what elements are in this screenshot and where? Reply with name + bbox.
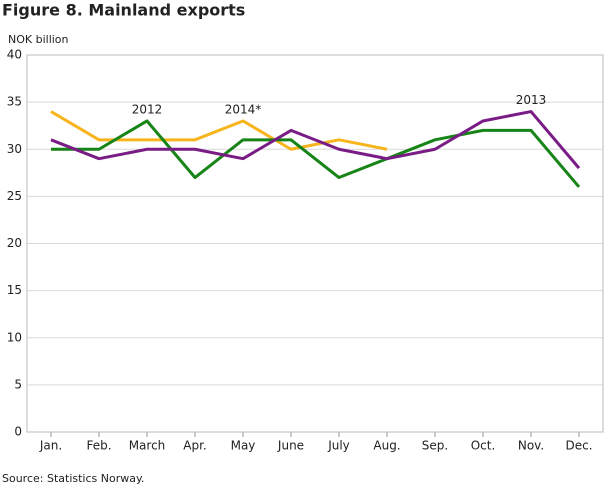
x-tick-label: March <box>129 439 166 453</box>
source: Source: Statistics Norway. <box>2 472 144 485</box>
series-label: 2014* <box>225 102 262 116</box>
chart-title: Figure 8. Mainland exports <box>2 1 245 20</box>
x-tick-label: Jan. <box>39 439 62 453</box>
x-tick-label: July <box>327 439 350 453</box>
x-tick-label: Oct. <box>471 439 496 453</box>
x-tick-label: May <box>231 439 256 453</box>
x-tick-label: June <box>277 439 304 453</box>
y-tick-label: 30 <box>7 142 22 156</box>
y-tick-label: 10 <box>7 330 22 344</box>
series-line <box>51 119 581 188</box>
y-tick-label: 5 <box>14 377 22 391</box>
x-tick-label: Nov. <box>518 439 544 453</box>
x-tick-label: Dec. <box>565 439 592 453</box>
y-tick-label: 25 <box>7 189 22 203</box>
y-tick-label: 35 <box>7 95 22 109</box>
y-tick-label: 40 <box>7 48 22 62</box>
y-tick-label: 20 <box>7 236 22 250</box>
series-label: 2012 <box>132 102 163 116</box>
x-tick-label: Feb. <box>86 439 111 453</box>
plot-frame <box>26 54 604 433</box>
y-tick-label: 15 <box>7 283 22 297</box>
series-line <box>50 110 581 170</box>
series-label: 2013 <box>516 93 547 107</box>
y-axis-label: NOK billion <box>8 33 69 46</box>
x-tick-label: Apr. <box>183 439 206 453</box>
x-tick-label: Aug. <box>373 439 400 453</box>
x-tick-label: Sep. <box>422 439 448 453</box>
y-tick-label: 0 <box>14 425 22 439</box>
series-line <box>50 110 388 151</box>
